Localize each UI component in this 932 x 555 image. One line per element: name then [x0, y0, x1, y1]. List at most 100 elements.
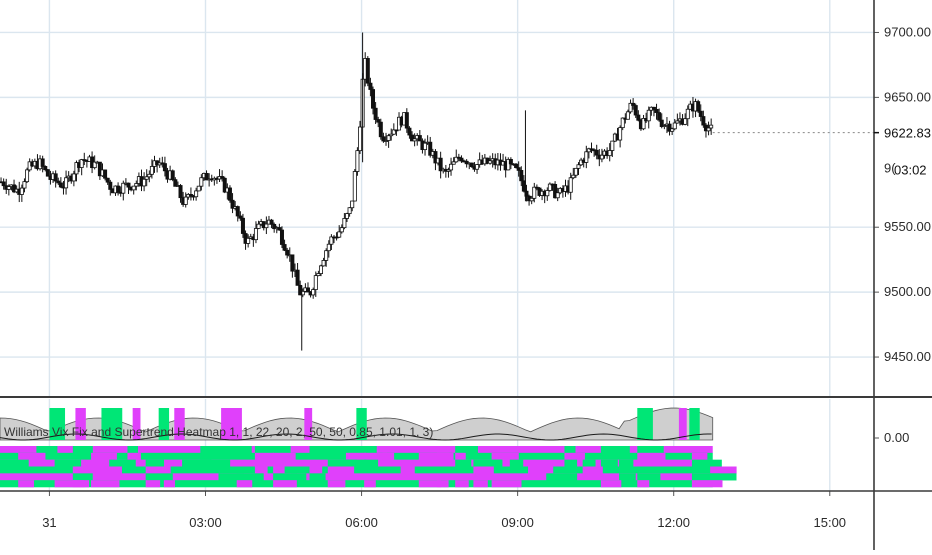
candle: [53, 170, 58, 188]
heatmap-cell: [273, 473, 297, 481]
candle: [305, 282, 310, 293]
heatmap-cell: [291, 473, 307, 481]
indicator-y-tick-label: 0.00: [884, 430, 909, 445]
heatmap-cell: [91, 466, 122, 474]
candle: [121, 180, 126, 201]
countdown-label: 03:02: [894, 163, 927, 178]
candle: [144, 169, 149, 187]
heatmap-cell: [254, 466, 268, 474]
candle: [19, 184, 24, 202]
candle: [212, 176, 217, 186]
candle: [365, 56, 370, 87]
candle: [675, 113, 680, 124]
candle: [449, 157, 454, 176]
candle: [625, 109, 630, 120]
candle: [599, 148, 604, 163]
candle: [488, 155, 493, 165]
magenta-spike: [75, 408, 86, 440]
heatmap-cell: [327, 446, 353, 454]
heatmap-cell: [619, 473, 636, 481]
heatmap-cell: [564, 459, 578, 467]
candle: [318, 264, 323, 277]
supertrend-line: [0, 433, 712, 441]
candle: [220, 170, 225, 182]
heatmap-cell: [600, 446, 627, 454]
magenta-spike: [132, 408, 141, 440]
heatmap-cell: [364, 452, 388, 460]
heatmap-cell: [163, 480, 176, 488]
candle: [631, 98, 636, 110]
candle: [217, 169, 222, 182]
candle: [381, 132, 386, 143]
heatmap-cell: [309, 466, 323, 474]
candle: [108, 179, 113, 196]
candle: [391, 123, 396, 135]
heatmap-cell: [473, 459, 502, 467]
candle: [194, 187, 199, 201]
heatmap-cell: [72, 446, 93, 454]
heatmap-cell: [18, 452, 46, 460]
candle: [573, 167, 578, 178]
heatmap-cell: [418, 452, 449, 460]
heatmap-cell: [691, 452, 708, 460]
green-spike: [101, 408, 123, 440]
candle: [469, 162, 474, 168]
candle: [433, 149, 438, 171]
candle: [685, 105, 690, 127]
heatmap-cell: [710, 466, 737, 474]
y-tick-label: 9700.00: [884, 24, 931, 39]
candle: [92, 155, 97, 170]
candle: [103, 169, 108, 181]
green-spike: [49, 408, 66, 440]
candle: [607, 143, 612, 162]
magenta-spike: [174, 408, 185, 440]
heatmap-cell: [309, 473, 326, 481]
candle: [134, 180, 139, 191]
candle: [576, 162, 581, 176]
candle: [342, 213, 347, 230]
x-tick-label: 09:00: [501, 515, 534, 530]
heatmap-cell: [273, 480, 297, 488]
candle: [71, 170, 76, 187]
candle: [696, 99, 701, 113]
candle: [636, 110, 641, 122]
candle: [329, 234, 334, 250]
candle: [594, 144, 599, 160]
heatmap-cell: [600, 459, 618, 467]
candle: [269, 218, 274, 229]
heatmap-cell: [418, 480, 442, 488]
heatmap-cell: [637, 452, 666, 460]
candle: [610, 140, 615, 157]
candle: [142, 172, 147, 192]
magenta-spike: [304, 408, 313, 440]
candle: [524, 184, 529, 202]
candle: [116, 182, 121, 196]
heatmap-cell: [509, 459, 524, 467]
candle: [532, 182, 537, 203]
candle: [646, 106, 651, 129]
x-tick-label: 03:00: [189, 515, 222, 530]
heatmap-cell: [36, 446, 58, 454]
indicator-title[interactable]: Williams Vix Fix and Supertrend Heatmap …: [4, 425, 433, 439]
heatmap-cell: [145, 459, 165, 467]
candle: [147, 170, 152, 183]
heatmap-cell: [236, 480, 253, 488]
heatmap-cell: [564, 446, 576, 454]
candle: [240, 213, 245, 238]
green-spike: [689, 408, 700, 440]
candle: [321, 257, 326, 267]
heatmap-cell: [145, 473, 173, 481]
candle: [199, 174, 204, 191]
candle: [407, 126, 412, 139]
candle: [74, 160, 79, 182]
candle: [417, 130, 422, 142]
candle: [222, 176, 227, 194]
heatmap-cell: [145, 480, 161, 488]
heatmap-cell: [582, 466, 603, 474]
heatmap-cell: [691, 473, 720, 481]
candle: [162, 156, 167, 177]
heatmap-cell: [345, 459, 367, 467]
